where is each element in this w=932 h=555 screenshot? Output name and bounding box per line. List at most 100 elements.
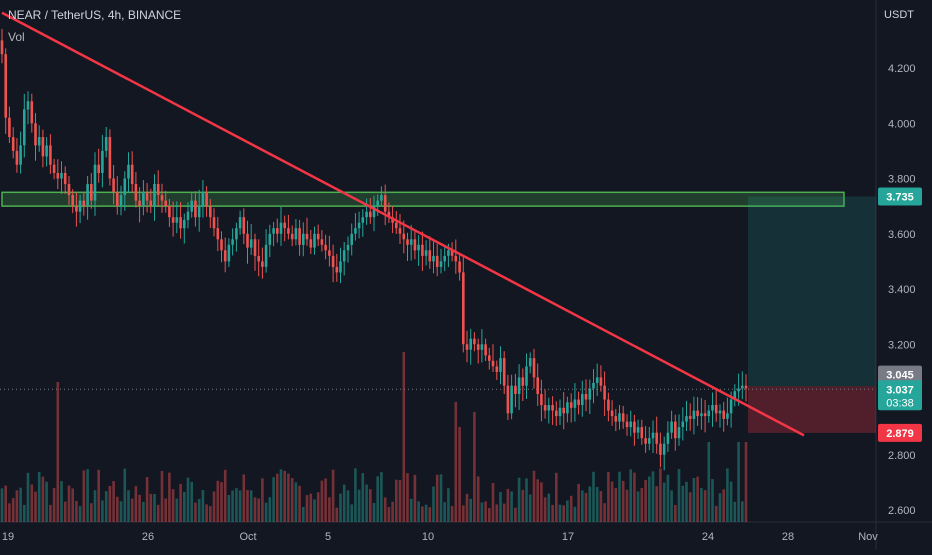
volume-bar xyxy=(264,502,268,522)
candle-body xyxy=(246,233,249,248)
candle-body xyxy=(104,137,108,151)
candle-body xyxy=(309,239,313,248)
candle-body xyxy=(495,366,499,372)
volume-bar xyxy=(603,503,606,522)
volume-bar xyxy=(324,478,327,522)
volume-bar xyxy=(190,481,193,522)
candle-body xyxy=(339,261,342,273)
volume-bar xyxy=(67,485,71,522)
volume-bar xyxy=(276,473,279,522)
candle-body xyxy=(655,432,658,444)
y-tick-label: 4.000 xyxy=(888,118,916,130)
candle-body xyxy=(558,407,562,417)
volume-bar xyxy=(127,490,130,522)
volume-bar xyxy=(261,478,264,522)
volume-bar xyxy=(454,402,458,522)
candle-body xyxy=(566,402,569,414)
volume-bar xyxy=(168,472,171,522)
volume-bar xyxy=(733,501,737,522)
candle-body xyxy=(253,239,257,256)
candle-body xyxy=(171,217,175,223)
volume-bar xyxy=(223,469,227,522)
symbol-title[interactable]: NEAR / TetherUS, 4h, BINANCE xyxy=(8,8,182,22)
candle-body xyxy=(744,385,748,389)
volume-bar xyxy=(536,479,539,522)
candle-body xyxy=(517,377,521,394)
volume-bar xyxy=(644,479,647,522)
candle-body xyxy=(168,206,171,218)
candle-body xyxy=(450,250,454,256)
candle-body xyxy=(45,145,48,157)
volume-bar xyxy=(316,492,320,522)
volume-bar xyxy=(528,494,532,522)
candle-body xyxy=(718,410,722,414)
candle-body xyxy=(164,200,167,207)
volume-indicator-label[interactable]: Vol xyxy=(8,30,25,44)
volume-bar xyxy=(607,472,610,522)
volume-bar xyxy=(97,469,100,522)
volume-bar xyxy=(432,486,435,522)
candle-body xyxy=(677,427,681,439)
volume-bar xyxy=(543,497,547,522)
candle-body xyxy=(662,443,666,455)
volume-bar xyxy=(56,382,60,522)
candle-body xyxy=(737,388,740,392)
candle-body xyxy=(49,145,52,165)
volume-bar xyxy=(491,483,495,522)
volume-bar xyxy=(290,478,294,522)
candle-body xyxy=(484,344,487,356)
candle-body xyxy=(119,195,123,207)
candle-body xyxy=(201,192,205,207)
candle-body xyxy=(156,184,160,195)
y-tick-label: 2.600 xyxy=(888,505,916,517)
volume-bar xyxy=(398,480,402,522)
volume-bar xyxy=(231,490,234,522)
candle-body xyxy=(186,211,190,220)
volume-bar xyxy=(506,488,510,522)
candle-body xyxy=(636,427,640,433)
volume-bar xyxy=(160,471,164,522)
candle-body xyxy=(528,358,532,367)
candle-body xyxy=(465,344,469,350)
volume-bar xyxy=(443,502,446,522)
candle-body xyxy=(313,233,316,248)
candle-body xyxy=(369,211,372,218)
volume-bar xyxy=(4,485,7,522)
candle-body xyxy=(67,184,71,195)
candle-body xyxy=(409,239,413,245)
volume-bar xyxy=(566,500,569,522)
volume-bar xyxy=(372,503,376,522)
volume-bar xyxy=(395,479,398,522)
volume-bar xyxy=(521,489,525,522)
volume-bar xyxy=(346,490,350,522)
candle-body xyxy=(681,421,685,428)
candle-body xyxy=(714,405,718,414)
candle-body xyxy=(435,255,439,267)
volume-bar xyxy=(406,473,409,522)
candle-body xyxy=(328,250,331,256)
volume-bar xyxy=(648,476,651,522)
candle-body xyxy=(4,54,7,118)
candle-body xyxy=(179,217,182,229)
volume-bar xyxy=(685,481,688,522)
volume-bar xyxy=(581,490,584,522)
volume-bar xyxy=(610,481,614,522)
candle-body xyxy=(19,145,22,165)
volume-bar xyxy=(517,477,521,522)
volume-bar xyxy=(551,504,554,522)
candle-body xyxy=(190,200,193,212)
y-tick-label: 3.800 xyxy=(888,174,916,186)
candle-body xyxy=(588,388,592,400)
stop-price-tag-label: 2.879 xyxy=(886,428,914,440)
y-tick-label: 4.200 xyxy=(888,63,916,75)
volume-bar xyxy=(465,493,469,522)
volume-bar xyxy=(402,352,406,522)
candle-body xyxy=(491,360,495,367)
candle-body xyxy=(216,228,220,240)
volume-bar xyxy=(688,492,692,522)
candle-body xyxy=(93,164,97,201)
volume-bar xyxy=(175,498,179,522)
y-tick-label: 3.400 xyxy=(888,284,916,296)
